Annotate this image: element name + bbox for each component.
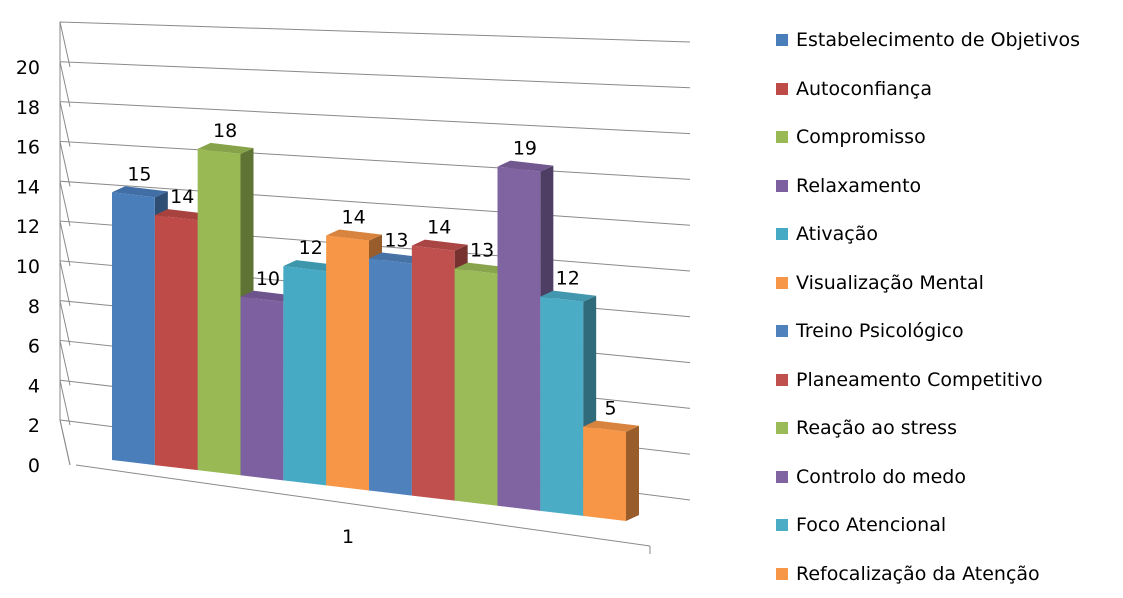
legend-swatch	[776, 228, 788, 240]
data-label: 5	[605, 398, 617, 420]
gridline	[60, 102, 690, 147]
legend-item: Foco Atencional	[776, 501, 1121, 550]
legend-label: Foco Atencional	[796, 514, 946, 536]
legend-item: Planeamento Competitivo	[776, 356, 1121, 405]
legend-swatch	[776, 34, 788, 46]
legend-item: Visualização Mental	[776, 259, 1121, 308]
legend-item: Ativação	[776, 210, 1121, 259]
gridline	[60, 62, 690, 107]
data-label: 14	[427, 217, 451, 239]
legend-item: Autoconfiança	[776, 65, 1121, 114]
y-tick-label: 16	[16, 137, 40, 159]
y-tick-label: 2	[28, 415, 40, 437]
legend-item: Controlo do medo	[776, 453, 1121, 502]
y-tick-label: 8	[28, 296, 40, 318]
gridline	[60, 22, 690, 67]
legend-swatch	[776, 471, 788, 483]
legend-label: Refocalização da Atenção	[796, 563, 1040, 585]
legend-label: Autoconfiança	[796, 78, 932, 100]
chart-legend: Estabelecimento de Objetivos Autoconfianç…	[776, 16, 1121, 598]
legend-swatch	[776, 568, 788, 580]
legend-label: Treino Psicológico	[796, 320, 964, 342]
data-label: 12	[299, 237, 323, 259]
legend-item: Relaxamento	[776, 162, 1121, 211]
data-label: 12	[556, 268, 580, 290]
y-tick-label: 6	[28, 336, 40, 358]
legend-label: Planeamento Competitivo	[796, 369, 1043, 391]
legend-label: Compromisso	[796, 126, 926, 148]
legend-swatch	[776, 180, 788, 192]
y-tick-label: 12	[16, 216, 40, 238]
data-label: 14	[170, 186, 194, 208]
legend-item: Reação ao stress	[776, 404, 1121, 453]
legend-swatch	[776, 83, 788, 95]
data-label: 19	[513, 138, 537, 160]
data-label: 13	[384, 229, 408, 251]
data-label: 14	[341, 207, 365, 229]
legend-label: Visualização Mental	[796, 272, 984, 294]
y-tick-label: 14	[16, 176, 40, 198]
data-label: 15	[127, 163, 151, 185]
gridline	[60, 141, 690, 186]
data-label: 13	[470, 240, 494, 262]
legend-item: Treino Psicológico	[776, 307, 1121, 356]
legend-swatch	[776, 422, 788, 434]
y-tick-label: 0	[28, 455, 40, 477]
y-tick-label: 18	[16, 97, 40, 119]
legend-item: Refocalização da Atenção	[776, 550, 1121, 598]
y-tick-label: 20	[16, 57, 40, 79]
legend-label: Reação ao stress	[796, 417, 957, 439]
data-label: 10	[256, 268, 280, 290]
legend-label: Controlo do medo	[796, 466, 966, 488]
legend-swatch	[776, 519, 788, 531]
legend-item: Compromisso	[776, 113, 1121, 162]
legend-swatch	[776, 277, 788, 289]
legend-swatch	[776, 325, 788, 337]
y-tick-label: 10	[16, 256, 40, 278]
x-category-label: 1	[342, 526, 354, 548]
legend-swatch	[776, 374, 788, 386]
y-tick-labels: 0 2 4 6 8 10 12 14 16 18 20	[16, 57, 40, 477]
legend-swatch	[776, 131, 788, 143]
legend-label: Estabelecimento de Objetivos	[796, 29, 1080, 51]
legend-label: Ativação	[796, 223, 878, 245]
legend-item: Estabelecimento de Objetivos	[776, 16, 1121, 65]
legend-label: Relaxamento	[796, 175, 921, 197]
y-axis-floor-edge	[60, 420, 70, 465]
y-tick-label: 4	[28, 375, 40, 397]
data-label: 18	[213, 120, 237, 142]
bar	[583, 421, 639, 521]
